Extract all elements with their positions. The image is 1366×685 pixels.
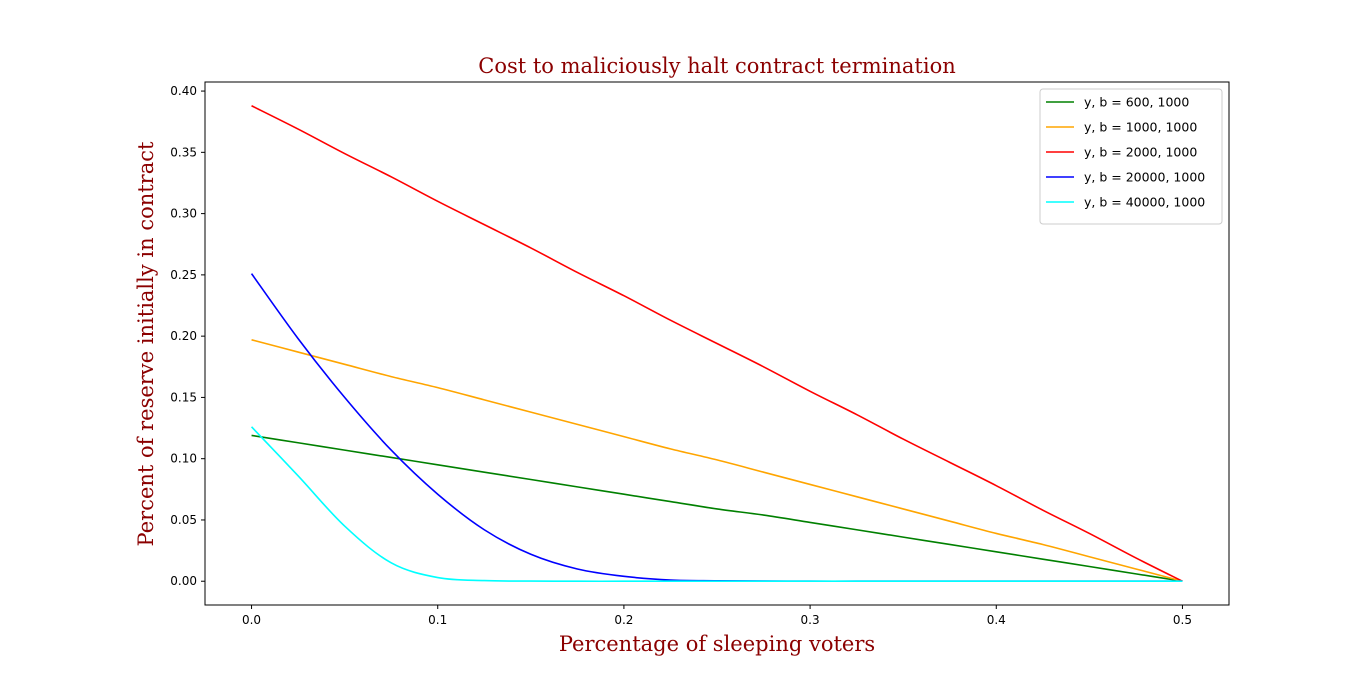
y-tick-label: 0.35 <box>170 145 197 159</box>
series-line-600 <box>251 434 1183 583</box>
plot-area: 0.0 0.1 0.2 0.3 0.4 0.5 0.00 0.05 0.10 0.15 0.20 0.… <box>170 81 1230 627</box>
series-line-2000 <box>251 105 1183 582</box>
y-tick-label: 0.00 <box>170 574 197 588</box>
legend: y, b = 600, 1000 y, b = 1000, 1000 y, b = … <box>1039 88 1223 225</box>
y-tick-label: 0.25 <box>170 268 197 282</box>
x-tick-label: 0.3 <box>801 613 820 627</box>
x-tick-label: 0.0 <box>242 613 261 627</box>
series-line-40000 <box>250 426 1183 583</box>
legend-label: y, b = 600, 1000 <box>1084 95 1189 110</box>
chart-title: Cost to maliciously halt contract termin… <box>478 54 955 78</box>
legend-label: y, b = 2000, 1000 <box>1084 145 1197 160</box>
x-tick-label: 0.4 <box>987 613 1006 627</box>
y-tick-label: 0.15 <box>170 390 197 404</box>
legend-label: y, b = 40000, 1000 <box>1084 195 1205 210</box>
x-tick-label: 0.2 <box>614 613 633 627</box>
legend-box <box>1039 88 1223 225</box>
series-line-20000 <box>250 273 1183 583</box>
y-tick-label: 0.20 <box>170 329 197 343</box>
x-tick-label: 0.5 <box>1173 613 1192 627</box>
y-tick-label: 0.05 <box>170 513 197 527</box>
y-tick-label: 0.30 <box>170 207 197 221</box>
series-line-1000 <box>251 339 1183 583</box>
legend-label: y, b = 1000, 1000 <box>1084 120 1197 135</box>
y-tick-label: 0.40 <box>170 84 197 98</box>
x-tick-label: 0.1 <box>428 613 447 627</box>
y-axis-label: Percent of reserve initially in contract <box>134 141 158 546</box>
axes-frame <box>204 81 1230 606</box>
legend-label: y, b = 20000, 1000 <box>1084 170 1205 185</box>
y-tick-label: 0.10 <box>170 452 197 466</box>
x-axis-label: Percentage of sleeping voters <box>559 632 875 656</box>
